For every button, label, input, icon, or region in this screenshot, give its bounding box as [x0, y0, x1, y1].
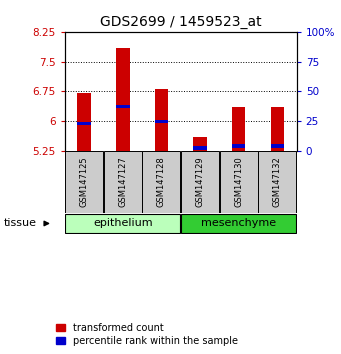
Bar [154, 120, 168, 123]
Bar [232, 144, 246, 148]
FancyBboxPatch shape [104, 152, 142, 213]
Text: GSM147132: GSM147132 [273, 157, 282, 207]
Bar [232, 107, 246, 151]
Bar [116, 48, 130, 151]
Text: GSM147127: GSM147127 [118, 157, 127, 207]
Bar [193, 147, 207, 150]
FancyBboxPatch shape [220, 152, 258, 213]
Text: GSM147128: GSM147128 [157, 157, 166, 207]
FancyBboxPatch shape [258, 152, 296, 213]
Legend: transformed count, percentile rank within the sample: transformed count, percentile rank withi… [56, 323, 238, 346]
FancyBboxPatch shape [143, 152, 180, 213]
Text: GSM147129: GSM147129 [195, 157, 205, 207]
Bar [193, 137, 207, 151]
FancyBboxPatch shape [181, 214, 296, 233]
Title: GDS2699 / 1459523_at: GDS2699 / 1459523_at [100, 16, 262, 29]
Text: mesenchyme: mesenchyme [201, 218, 276, 228]
Text: GSM147130: GSM147130 [234, 157, 243, 207]
FancyBboxPatch shape [181, 152, 219, 213]
Text: epithelium: epithelium [93, 218, 152, 228]
Bar [154, 89, 168, 151]
Text: tissue: tissue [3, 218, 36, 228]
FancyBboxPatch shape [65, 152, 103, 213]
FancyBboxPatch shape [65, 214, 180, 233]
Bar [77, 93, 91, 151]
Text: GSM147125: GSM147125 [79, 157, 89, 207]
Bar [77, 122, 91, 125]
Bar [270, 144, 284, 148]
Bar [116, 105, 130, 108]
Bar [270, 107, 284, 151]
